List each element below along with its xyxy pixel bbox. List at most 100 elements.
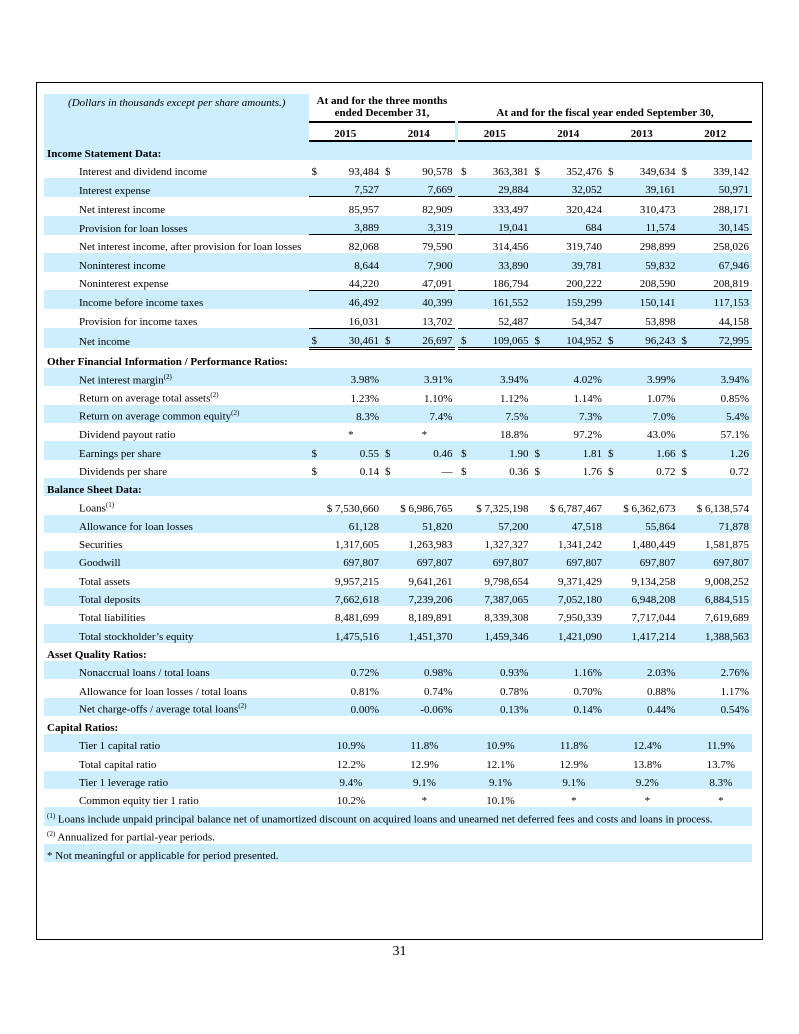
dollar-sign	[381, 587, 394, 607]
cell-value: 8.3%	[319, 404, 382, 424]
cell-value: 0.13%	[469, 697, 532, 716]
header-row-years: 2015 2014 2015 2014 2013 2012	[44, 122, 752, 142]
cell-value: 1.26	[689, 441, 752, 460]
cell-value: 33,890	[469, 253, 532, 272]
cell-value: 9,008,252	[705, 575, 749, 588]
cell-value: $ 6,362,673	[623, 502, 676, 515]
cell-value: 0.78%	[500, 685, 529, 698]
cell-value: 117,153	[689, 290, 752, 310]
table-row: Common equity tier 1 ratio 10.2% * 10.1% * * *	[44, 789, 752, 807]
dollar-sign	[458, 496, 469, 514]
dollar-sign	[458, 423, 469, 441]
row-label: Goodwill	[44, 551, 309, 570]
row-label-text: Earnings per share	[79, 447, 161, 460]
dollar-sign	[531, 587, 543, 607]
table-row: Provision for loan losses 3,889 3,319 19,04…	[44, 215, 752, 236]
table-row: Income before income taxes 46,492 40,399 16…	[44, 290, 752, 310]
footnote-row: * Not meaningful or applicable for perio…	[44, 843, 752, 863]
dollar-sign	[382, 423, 393, 441]
dollar-sign: $	[678, 328, 690, 350]
dollar-sign	[678, 271, 690, 291]
dollar-sign: $	[607, 166, 614, 179]
table-row: Allowance for loan losses / total loans 0…	[44, 679, 752, 698]
dollar-sign	[308, 587, 320, 607]
dollar-sign	[531, 368, 543, 387]
dollar-sign	[458, 679, 469, 697]
cell-value: 258,026	[713, 241, 749, 254]
footnote: (1) Loans include unpaid principal balan…	[44, 807, 752, 826]
dollar-sign	[678, 496, 689, 514]
row-label: Net interest income, after provision for…	[44, 235, 309, 253]
cell-value: 44,220	[319, 271, 382, 291]
row-label: Total stockholder’s equity	[44, 624, 309, 643]
table-row: Total liabilities 8,481,699 8,189,891 8,339…	[44, 606, 752, 624]
cell-value: 1.81	[542, 441, 605, 460]
cell-value: 0.74%	[424, 685, 453, 698]
dollar-sign	[678, 235, 689, 254]
year-header: 2012	[678, 122, 752, 142]
section-title: Balance Sheet Data:	[44, 477, 752, 497]
dollar-sign	[678, 368, 690, 387]
dollar-sign	[678, 197, 689, 216]
table-row: Earnings per share $0.55 $0.46 $1.90 $1.81 $1…	[44, 441, 752, 460]
table-row: Loans(1) $ 7,530,660 $ 6,986,765 $ 7,325,19…	[44, 496, 752, 515]
dollar-sign: $	[607, 465, 614, 478]
cell-value: 7,619,689	[705, 612, 749, 625]
cell-value: 7,527	[319, 178, 382, 198]
dollar-sign	[457, 368, 470, 387]
section-title: Capital Ratios:	[47, 722, 119, 735]
cell-value: 0.85%	[720, 392, 749, 405]
row-label: Provision for income taxes	[44, 309, 309, 328]
dollar-sign	[531, 569, 542, 587]
cell-value: 29,884	[469, 178, 532, 198]
dollar-sign	[531, 215, 543, 236]
cell-value: 7,717,044	[631, 612, 676, 625]
cell-value: 40,399	[393, 290, 456, 310]
dollar-sign	[457, 178, 470, 198]
cell-value: 12.9%	[410, 758, 439, 771]
table-row: Return on average common equity(2) 8.3% 7.…	[44, 404, 752, 424]
dollar-sign: $	[381, 328, 394, 350]
dollar-sign	[458, 235, 469, 254]
footnote-text: Loans include unpaid principal balance n…	[57, 813, 713, 826]
year-header: 2015	[457, 122, 532, 142]
cell-value: 12.4%	[616, 734, 679, 753]
dollar-sign	[604, 587, 617, 607]
dollar-sign: $	[308, 328, 320, 350]
dollar-sign	[309, 386, 320, 404]
row-label-text: Nonaccrual loans / total loans	[79, 667, 210, 680]
dollar-sign	[531, 271, 543, 291]
dollar-sign	[604, 309, 617, 329]
cell-value: 7,662,618	[319, 587, 382, 607]
units-caption: (Dollars in thousands except per share a…	[44, 94, 309, 123]
dollar-sign: $	[460, 465, 467, 478]
cell-value: 12.9%	[559, 758, 589, 771]
cell-value: 7,669	[393, 178, 456, 198]
dollar-sign	[531, 235, 542, 254]
section-title: Asset Quality Ratios:	[47, 648, 147, 661]
table-row: Net interest income 85,957 82,909 333,497 32…	[44, 197, 752, 216]
row-label-text: Allowance for loan losses	[79, 520, 193, 533]
cell-value: *	[718, 795, 724, 808]
dollar-sign	[604, 215, 617, 236]
row-label-text: Provision for income taxes	[79, 316, 198, 329]
dollar-sign: $	[531, 328, 543, 350]
cell-value: 3.94%	[689, 368, 752, 387]
cell-value: 0.72	[656, 465, 676, 478]
cell-value: 10.2%	[336, 795, 366, 808]
footnote-ref: (1)	[105, 500, 115, 509]
cell-value: 1,475,516	[319, 624, 382, 643]
dollar-sign	[604, 290, 617, 310]
cell-value: 82,909	[422, 203, 453, 216]
dollar-sign	[309, 423, 320, 441]
dollar-sign	[531, 309, 543, 329]
cell-value: 109,065	[469, 328, 532, 350]
row-label: Tier 1 capital ratio	[44, 734, 309, 753]
row-label-text: Total assets	[79, 575, 130, 588]
cell-value: 97.2%	[573, 429, 602, 442]
cell-value: 82,068	[348, 241, 379, 254]
row-label: Net income	[44, 328, 309, 349]
dollar-sign	[457, 404, 470, 424]
cell-value: 1.66	[616, 441, 679, 460]
